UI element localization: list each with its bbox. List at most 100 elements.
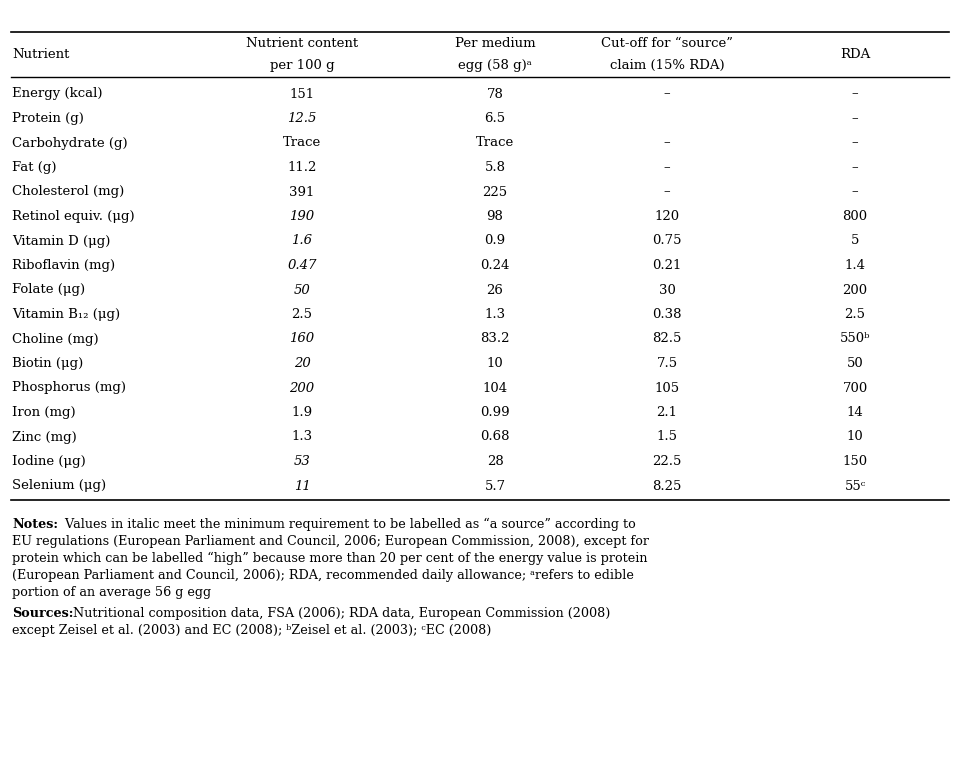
Text: Retinol equiv. (μg): Retinol equiv. (μg)	[12, 210, 134, 223]
Text: portion of an average 56 g egg: portion of an average 56 g egg	[12, 586, 211, 599]
Text: 0.24: 0.24	[480, 259, 510, 272]
Text: 82.5: 82.5	[652, 333, 682, 346]
Text: 28: 28	[487, 455, 503, 468]
Text: –: –	[852, 161, 858, 174]
Text: Sources:: Sources:	[12, 607, 73, 620]
Text: RDA: RDA	[840, 48, 870, 61]
Text: 160: 160	[289, 333, 315, 346]
Text: Energy (kcal): Energy (kcal)	[12, 88, 103, 100]
Text: Vitamin D (μg): Vitamin D (μg)	[12, 235, 110, 248]
Text: Vitamin B₁₂ (μg): Vitamin B₁₂ (μg)	[12, 308, 120, 321]
Text: 0.21: 0.21	[652, 259, 682, 272]
Text: 5.7: 5.7	[485, 479, 506, 493]
Text: protein which can be labelled “high” because more than 20 per cent of the energy: protein which can be labelled “high” bec…	[12, 552, 647, 565]
Text: 1.3: 1.3	[292, 430, 313, 444]
Text: Nutrient: Nutrient	[12, 48, 69, 61]
Text: EU regulations (European Parliament and Council, 2006; European Commission, 2008: EU regulations (European Parliament and …	[12, 535, 649, 548]
Text: –: –	[852, 88, 858, 100]
Text: 5: 5	[851, 235, 859, 248]
Text: 26: 26	[487, 284, 503, 297]
Text: 0.68: 0.68	[480, 430, 510, 444]
Text: 1.5: 1.5	[657, 430, 678, 444]
Text: 0.99: 0.99	[480, 406, 510, 419]
Text: Values in italic meet the minimum requirement to be labelled as “a source” accor: Values in italic meet the minimum requir…	[61, 518, 636, 531]
Text: 53: 53	[294, 455, 310, 468]
Text: 50: 50	[294, 284, 310, 297]
Text: 11.2: 11.2	[287, 161, 317, 174]
Text: 2.1: 2.1	[657, 406, 678, 419]
Text: 5.8: 5.8	[485, 161, 506, 174]
Text: 1.4: 1.4	[845, 259, 866, 272]
Text: Iodine (μg): Iodine (μg)	[12, 455, 85, 468]
Text: 200: 200	[843, 284, 868, 297]
Text: 0.9: 0.9	[485, 235, 506, 248]
Text: 12.5: 12.5	[287, 112, 317, 125]
Text: (European Parliament and Council, 2006); RDA, recommended daily allowance; ᵃrefe: (European Parliament and Council, 2006);…	[12, 569, 634, 582]
Text: Choline (mg): Choline (mg)	[12, 333, 99, 346]
Text: –: –	[663, 88, 670, 100]
Text: 0.47: 0.47	[287, 259, 317, 272]
Text: egg (58 g)ᵃ: egg (58 g)ᵃ	[458, 59, 532, 72]
Text: 200: 200	[289, 382, 315, 395]
Text: Phosphorus (mg): Phosphorus (mg)	[12, 382, 126, 395]
Text: Nutritional composition data, FSA (2006); RDA data, European Commission (2008): Nutritional composition data, FSA (2006)…	[69, 607, 611, 620]
Text: 20: 20	[294, 357, 310, 370]
Text: Notes:: Notes:	[12, 518, 58, 531]
Text: 78: 78	[487, 88, 503, 100]
Text: 10: 10	[847, 430, 863, 444]
Text: Carbohydrate (g): Carbohydrate (g)	[12, 137, 128, 149]
Text: Fat (g): Fat (g)	[12, 161, 57, 174]
Text: –: –	[663, 137, 670, 149]
Text: 225: 225	[483, 186, 508, 198]
Text: 7.5: 7.5	[657, 357, 678, 370]
Text: Trace: Trace	[283, 137, 322, 149]
Text: Folate (μg): Folate (μg)	[12, 284, 85, 297]
Text: 550ᵇ: 550ᵇ	[840, 333, 871, 346]
Text: 700: 700	[842, 382, 868, 395]
Text: Zinc (mg): Zinc (mg)	[12, 430, 77, 444]
Text: 10: 10	[487, 357, 503, 370]
Text: 22.5: 22.5	[652, 455, 682, 468]
Text: 1.9: 1.9	[292, 406, 313, 419]
Text: –: –	[852, 137, 858, 149]
Text: 83.2: 83.2	[480, 333, 510, 346]
Text: Nutrient content: Nutrient content	[246, 37, 358, 50]
Text: 6.5: 6.5	[485, 112, 506, 125]
Text: claim (15% RDA): claim (15% RDA)	[610, 59, 724, 72]
Text: Per medium: Per medium	[455, 37, 536, 50]
Text: 2.5: 2.5	[845, 308, 866, 321]
Text: 98: 98	[487, 210, 503, 223]
Text: 14: 14	[847, 406, 863, 419]
Text: –: –	[852, 186, 858, 198]
Text: 151: 151	[289, 88, 315, 100]
Text: Cut-off for “source”: Cut-off for “source”	[601, 37, 733, 50]
Text: Cholesterol (mg): Cholesterol (mg)	[12, 186, 124, 198]
Text: 8.25: 8.25	[652, 479, 682, 493]
Text: 1.6: 1.6	[292, 235, 313, 248]
Text: 0.75: 0.75	[652, 235, 682, 248]
Text: 55ᶜ: 55ᶜ	[845, 479, 866, 493]
Text: Trace: Trace	[476, 137, 515, 149]
Text: 2.5: 2.5	[292, 308, 313, 321]
Text: –: –	[663, 186, 670, 198]
Text: 11: 11	[294, 479, 310, 493]
Text: –: –	[852, 112, 858, 125]
Text: Selenium (μg): Selenium (μg)	[12, 479, 107, 493]
Text: 391: 391	[289, 186, 315, 198]
Text: 105: 105	[655, 382, 680, 395]
Text: Riboflavin (mg): Riboflavin (mg)	[12, 259, 115, 272]
Text: 104: 104	[483, 382, 508, 395]
Text: 30: 30	[659, 284, 676, 297]
Text: 0.38: 0.38	[652, 308, 682, 321]
Text: Iron (mg): Iron (mg)	[12, 406, 76, 419]
Text: except Zeisel et al. (2003) and EC (2008); ᵇZeisel et al. (2003); ᶜEC (2008): except Zeisel et al. (2003) and EC (2008…	[12, 624, 492, 637]
Text: 150: 150	[843, 455, 868, 468]
Text: 1.3: 1.3	[485, 308, 506, 321]
Text: Protein (g): Protein (g)	[12, 112, 84, 125]
Text: 190: 190	[289, 210, 315, 223]
Text: 800: 800	[843, 210, 868, 223]
Text: 50: 50	[847, 357, 863, 370]
Text: per 100 g: per 100 g	[270, 59, 334, 72]
Text: 120: 120	[655, 210, 680, 223]
Text: –: –	[663, 161, 670, 174]
